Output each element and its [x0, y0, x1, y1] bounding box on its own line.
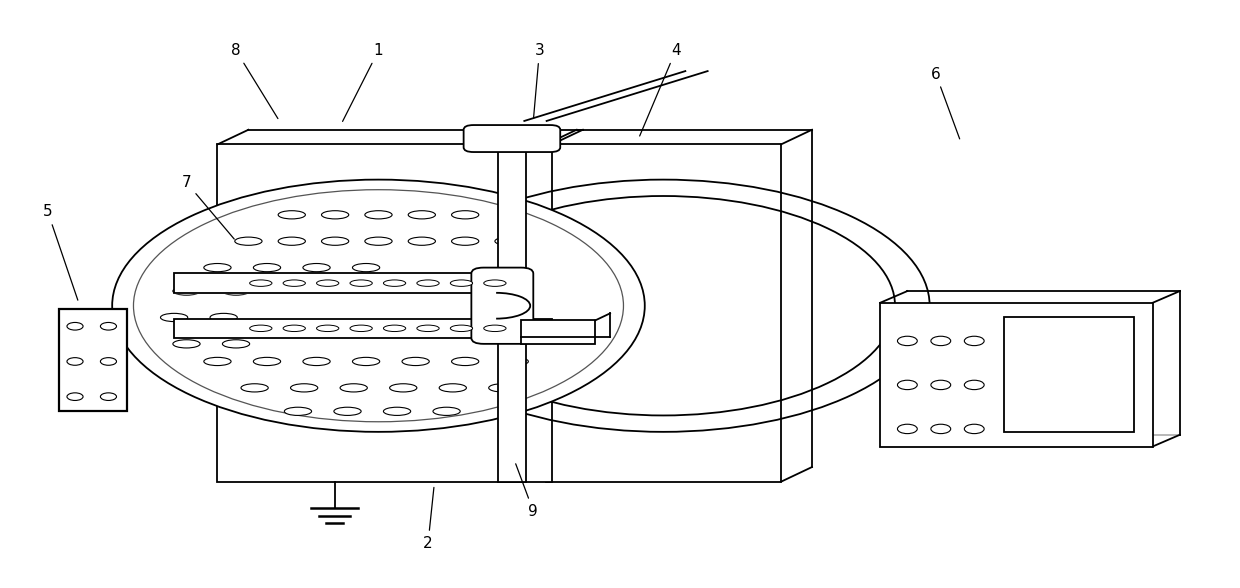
Ellipse shape — [222, 287, 249, 295]
Text: 7: 7 — [182, 175, 234, 239]
Ellipse shape — [931, 336, 951, 346]
Bar — [1004, 318, 1135, 432]
Ellipse shape — [278, 237, 305, 245]
Ellipse shape — [408, 211, 435, 219]
Ellipse shape — [389, 384, 417, 392]
Ellipse shape — [316, 280, 339, 286]
Ellipse shape — [365, 237, 392, 245]
Bar — [174, 273, 521, 293]
Text: 8: 8 — [231, 43, 278, 119]
Ellipse shape — [965, 336, 985, 346]
Text: 5: 5 — [43, 205, 78, 300]
Ellipse shape — [433, 407, 460, 416]
Ellipse shape — [203, 358, 231, 366]
Ellipse shape — [484, 280, 506, 286]
Ellipse shape — [451, 358, 479, 366]
Ellipse shape — [100, 393, 117, 400]
Ellipse shape — [241, 384, 268, 392]
Ellipse shape — [100, 322, 117, 330]
Bar — [60, 309, 126, 412]
Ellipse shape — [67, 322, 83, 330]
FancyBboxPatch shape — [471, 268, 533, 344]
Text: 3: 3 — [533, 43, 544, 118]
Ellipse shape — [931, 424, 951, 433]
Ellipse shape — [278, 211, 305, 219]
Text: 1: 1 — [342, 43, 383, 121]
Ellipse shape — [417, 280, 439, 286]
Ellipse shape — [172, 287, 200, 295]
Bar — [174, 319, 552, 338]
Ellipse shape — [234, 237, 262, 245]
Ellipse shape — [489, 384, 516, 392]
Ellipse shape — [417, 325, 439, 332]
Ellipse shape — [450, 280, 472, 286]
Ellipse shape — [303, 358, 330, 366]
Ellipse shape — [283, 325, 305, 332]
Ellipse shape — [160, 313, 187, 322]
Text: 4: 4 — [640, 43, 681, 136]
Ellipse shape — [321, 237, 348, 245]
Ellipse shape — [350, 280, 372, 286]
Ellipse shape — [898, 380, 918, 390]
Ellipse shape — [249, 280, 272, 286]
Ellipse shape — [408, 237, 435, 245]
Ellipse shape — [222, 340, 249, 348]
Ellipse shape — [484, 325, 506, 332]
Ellipse shape — [365, 211, 392, 219]
Ellipse shape — [100, 358, 117, 365]
Ellipse shape — [898, 424, 918, 433]
Ellipse shape — [350, 325, 372, 332]
Ellipse shape — [284, 407, 311, 416]
Bar — [217, 145, 552, 482]
Ellipse shape — [402, 358, 429, 366]
Ellipse shape — [383, 280, 405, 286]
Ellipse shape — [210, 313, 237, 322]
Ellipse shape — [352, 263, 379, 272]
Ellipse shape — [290, 384, 317, 392]
FancyBboxPatch shape — [464, 125, 560, 152]
Ellipse shape — [321, 211, 348, 219]
Ellipse shape — [303, 263, 330, 272]
Bar — [498, 145, 526, 482]
Ellipse shape — [931, 380, 951, 390]
Ellipse shape — [495, 237, 522, 245]
Text: 9: 9 — [516, 464, 538, 519]
Text: 2: 2 — [423, 487, 434, 551]
Ellipse shape — [340, 384, 367, 392]
Ellipse shape — [383, 407, 410, 416]
Ellipse shape — [965, 424, 985, 433]
Ellipse shape — [67, 393, 83, 400]
Ellipse shape — [203, 263, 231, 272]
Ellipse shape — [451, 237, 479, 245]
Ellipse shape — [67, 358, 83, 365]
Ellipse shape — [253, 358, 280, 366]
Ellipse shape — [352, 358, 379, 366]
Bar — [521, 320, 595, 344]
Bar — [546, 145, 781, 482]
Ellipse shape — [501, 358, 528, 366]
Ellipse shape — [439, 384, 466, 392]
Bar — [174, 273, 521, 293]
Bar — [880, 303, 1153, 446]
Ellipse shape — [898, 336, 918, 346]
Ellipse shape — [450, 325, 472, 332]
Ellipse shape — [965, 380, 985, 390]
Ellipse shape — [316, 325, 339, 332]
Ellipse shape — [112, 179, 645, 432]
Ellipse shape — [172, 340, 200, 348]
Ellipse shape — [249, 325, 272, 332]
Text: 6: 6 — [931, 66, 960, 139]
Ellipse shape — [283, 280, 305, 286]
Ellipse shape — [253, 263, 280, 272]
Ellipse shape — [383, 325, 405, 332]
Ellipse shape — [451, 211, 479, 219]
Ellipse shape — [334, 407, 361, 416]
